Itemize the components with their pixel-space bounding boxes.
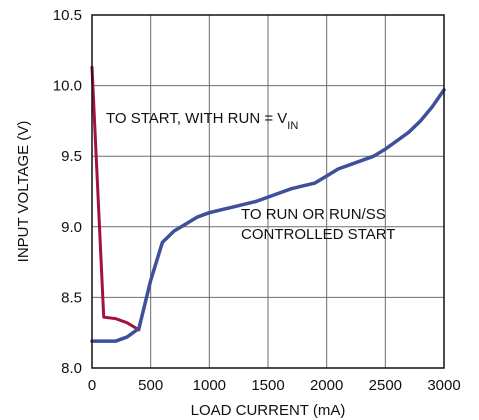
x-tick-label: 2000 xyxy=(310,377,343,394)
x-tick-label: 3000 xyxy=(427,377,460,394)
y-tick-label: 9.0 xyxy=(61,219,82,236)
annotation-text: CONTROLLED START xyxy=(241,226,395,243)
annotation-run-controlled: TO RUN OR RUN/SS CONTROLLED START xyxy=(241,206,395,243)
x-tick-label: 1000 xyxy=(193,377,226,394)
x-tick-label: 2500 xyxy=(369,377,402,394)
start-voltage-series-line xyxy=(90,65,141,332)
annotation-text: TO RUN OR RUN/SS xyxy=(241,206,386,223)
annotation-line: TO START, WITH RUN = VIN xyxy=(106,110,298,132)
y-tick-label: 8.5 xyxy=(61,289,82,306)
tick-label-layer: 8.0 8.5 9.0 9.5 10.0 10.5 0 500 1000 1500 2000 2500… xyxy=(53,7,461,394)
y-axis-title: INPUT VOLTAGE (V) xyxy=(15,121,32,263)
x-tick-label: 0 xyxy=(88,377,96,394)
y-tick-label: 10.0 xyxy=(53,78,82,95)
x-axis-title: LOAD CURRENT (mA) xyxy=(191,402,346,419)
y-tick-label: 9.5 xyxy=(61,148,82,165)
annotation-subscript: IN xyxy=(287,120,298,132)
grid-layer xyxy=(92,15,444,368)
y-tick-label: 10.5 xyxy=(53,7,82,24)
y-tick-label: 8.0 xyxy=(61,360,82,377)
annotation-line: TO RUN OR RUN/SS xyxy=(241,206,386,223)
annotation-layer: TO START, WITH RUN = VIN TO RUN OR RUN/SS… xyxy=(106,110,395,243)
annotation-line: CONTROLLED START xyxy=(241,226,395,243)
x-tick-label: 1500 xyxy=(251,377,284,394)
x-tick-label: 500 xyxy=(138,377,163,394)
run-voltage-series-line xyxy=(90,88,446,343)
annotation-text: TO START, WITH RUN = V xyxy=(106,110,287,127)
series-layer xyxy=(90,65,446,343)
plot-frame xyxy=(91,14,445,369)
frame-layer xyxy=(91,14,445,369)
annotation-start-with-run: TO START, WITH RUN = VIN xyxy=(106,110,298,132)
